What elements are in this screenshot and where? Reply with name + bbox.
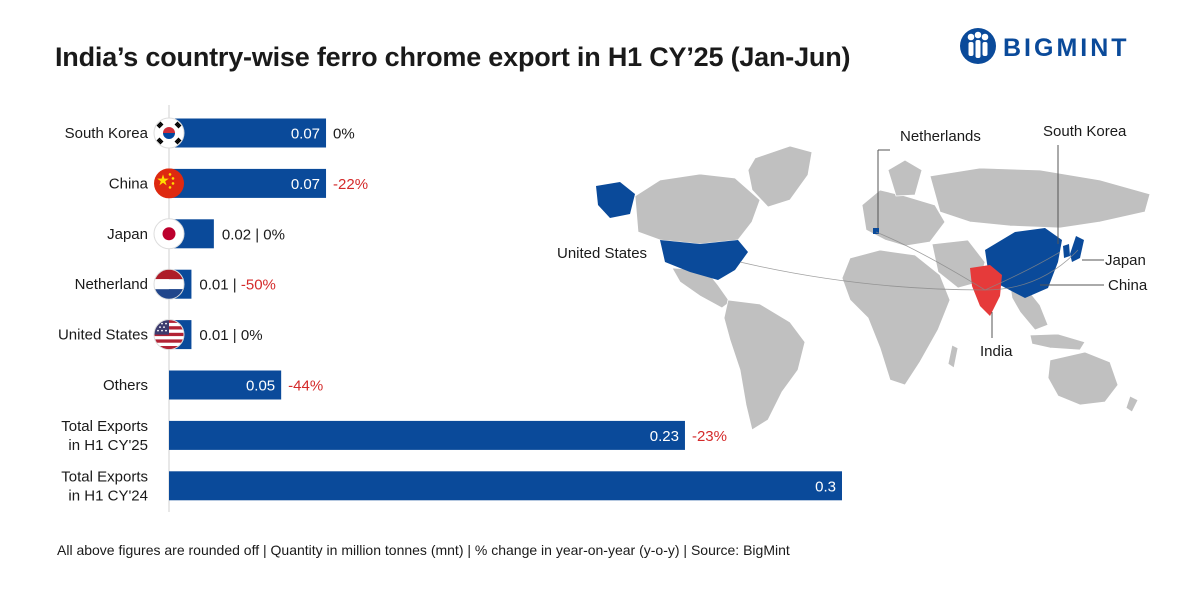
category-label-0: South Korea bbox=[65, 125, 149, 142]
category-label-2: Japan bbox=[107, 226, 148, 243]
category-label-1: China bbox=[109, 175, 149, 192]
value-label-7: 0.3 bbox=[815, 478, 836, 495]
map-label-japan: Japan bbox=[1105, 252, 1146, 269]
value-label-2: 0.02 | 0% bbox=[222, 226, 285, 243]
bars-group: South Korea 0.07 0% China 0.07 -22% Japan 0.02 … bbox=[58, 118, 842, 504]
trade-routes bbox=[739, 231, 1079, 291]
usa-flag-icon bbox=[153, 319, 185, 351]
new-zealand-shape bbox=[1125, 395, 1139, 413]
korea-shape bbox=[1063, 244, 1070, 258]
value-label-5: 0.05 bbox=[246, 378, 275, 395]
map-label-china: China bbox=[1108, 277, 1148, 294]
canada-shape bbox=[634, 173, 761, 245]
value-label-1: 0.07 bbox=[291, 176, 320, 193]
label-leaders bbox=[877, 145, 1104, 338]
category-label-3: Netherland bbox=[75, 276, 148, 293]
south-america-shape bbox=[723, 299, 806, 431]
alaska-shape bbox=[596, 182, 635, 218]
china-flag-icon bbox=[154, 168, 184, 199]
russia-shape bbox=[929, 167, 1151, 229]
chart-title: India’s country-wise ferro chrome export… bbox=[55, 42, 851, 72]
bar-6 bbox=[169, 420, 685, 450]
category-label-6: Total Exports in H1 CY'25 bbox=[61, 418, 148, 454]
category-label-4: United States bbox=[58, 327, 148, 344]
greenland-shape bbox=[747, 145, 813, 208]
usa-shape bbox=[660, 240, 748, 280]
value-label-6: 0.23 bbox=[650, 428, 679, 445]
change-label-6: -23% bbox=[692, 428, 727, 445]
india-shape bbox=[970, 265, 1002, 316]
value-label-4: 0.01 | 0% bbox=[199, 327, 262, 344]
map-label-united-states: United States bbox=[557, 245, 647, 262]
change-label-1: -22% bbox=[333, 176, 368, 193]
bigmint-logo-icon bbox=[960, 28, 996, 64]
brand-name: BIGMINT bbox=[1003, 34, 1130, 62]
south-korea-flag-icon bbox=[153, 117, 185, 149]
change-label-5: -44% bbox=[288, 378, 323, 395]
bar-7 bbox=[169, 471, 842, 501]
china-shape bbox=[985, 228, 1062, 298]
europe-shape bbox=[861, 189, 946, 247]
japan-flag-icon bbox=[153, 218, 185, 250]
map-label-netherlands: Netherlands bbox=[900, 128, 981, 145]
map-label-india: India bbox=[980, 343, 1013, 360]
value-label-3: 0.01 | -50% bbox=[199, 277, 275, 294]
madagascar-shape bbox=[947, 344, 959, 369]
australia-shape bbox=[1047, 351, 1119, 406]
indonesia-shape bbox=[1029, 333, 1086, 351]
bar-5 bbox=[169, 370, 282, 400]
scandinavia-shape bbox=[887, 159, 923, 197]
map-label-south-korea: South Korea bbox=[1043, 123, 1127, 140]
bar-0 bbox=[169, 118, 327, 148]
change-label-0: 0% bbox=[333, 126, 355, 143]
destination-countries bbox=[596, 182, 1084, 298]
bar-1 bbox=[169, 168, 327, 198]
category-label-5: Others bbox=[103, 377, 148, 394]
category-label-7: Total Exports in H1 CY'24 bbox=[61, 468, 148, 504]
japan-shape bbox=[1070, 236, 1084, 262]
netherlands-flag-icon bbox=[153, 268, 185, 300]
footnote: All above figures are rounded off | Quan… bbox=[57, 542, 790, 558]
value-label-0: 0.07 bbox=[291, 126, 320, 143]
